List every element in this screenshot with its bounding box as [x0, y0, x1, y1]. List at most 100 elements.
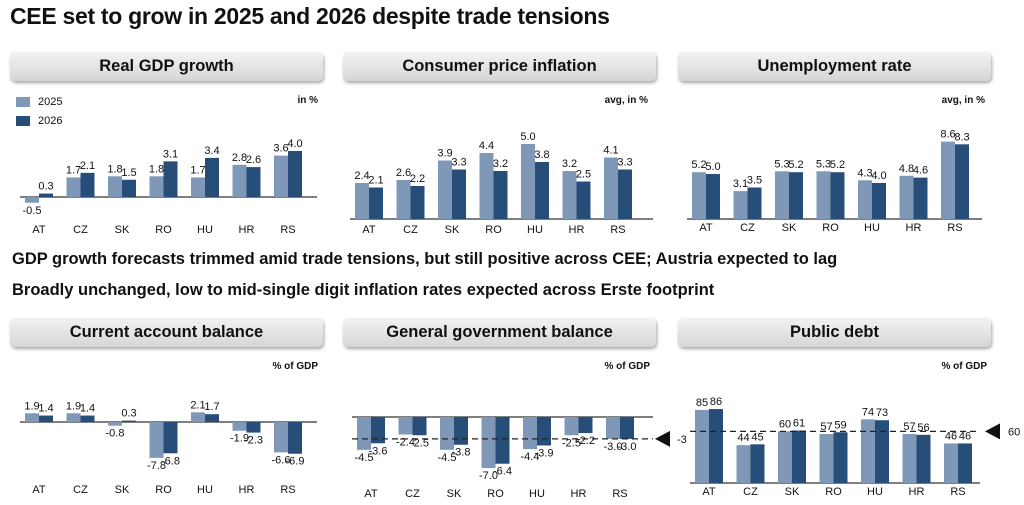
chart-5-reference-label: 60 [1008, 426, 1020, 438]
chart-2-label-at-2025: 5.2 [691, 159, 706, 171]
chart-4-tick-sk: SK [447, 488, 462, 500]
chart-0-bar-sk-2026 [122, 179, 136, 197]
chart-4-reference-arrow [655, 430, 670, 447]
chart-1-bar-cz-2025 [396, 180, 411, 219]
chart-4-label-sk-2025: -4.5 [438, 452, 457, 464]
chart-1-label-sk-2026: 3.3 [451, 157, 466, 169]
unit-label-real-gdp-growth: in % [297, 95, 318, 106]
chart-5-bar-at-2025 [695, 409, 709, 483]
chart-1-label-cz-2026: 2.2 [410, 173, 425, 185]
unit-label-public-debt: % of GDP [941, 361, 987, 372]
panel-title-unemployment-rate: Unemployment rate [678, 52, 991, 81]
chart-1-tick-cz: CZ [403, 224, 418, 236]
chart-1-label-cz-2025: 2.6 [396, 167, 411, 179]
chart-2-label-sk-2026: 5.2 [788, 159, 803, 171]
chart-5-tick-sk: SK [785, 486, 800, 498]
chart-3-label-rs-2026: -6.9 [286, 456, 305, 468]
chart-2-label-hr-2026: 4.6 [913, 165, 928, 177]
chart-0-bar-cz-2025 [66, 177, 81, 197]
chart-3-bar-hu-2025 [191, 412, 205, 422]
chart-0-bar-rs-2025 [274, 155, 288, 197]
chart-0-tick-cz: CZ [73, 224, 88, 236]
chart-4-label-cz-2026: -2.5 [410, 437, 429, 449]
chart-5-label-sk-2025: 60 [779, 418, 791, 430]
chart-5-bar-sk-2025 [778, 431, 792, 483]
chart-4-label-hr-2025: -2.5 [562, 437, 581, 449]
chart-5-label-ro-2025: 57 [820, 421, 832, 433]
chart-1-bar-cz-2026 [410, 186, 425, 219]
chart-0-bar-hu-2026 [205, 157, 219, 197]
chart-4-label-ro-2025: -7.0 [479, 470, 498, 482]
chart-1-bar-ro-2025 [479, 153, 494, 219]
chart-0-label-hr-2026: 2.6 [246, 154, 261, 166]
chart-0-bar-ro-2026 [163, 161, 178, 197]
chart-4-bar-hr-2025 [564, 417, 579, 436]
chart-0-bar-cz-2026 [80, 172, 95, 197]
chart-5-label-ro-2026: 59 [834, 419, 846, 431]
unit-label-unemployment-rate: avg, in % [941, 95, 985, 106]
chart-2-bar-ro-2025 [816, 171, 831, 219]
chart-5-label-at-2026: 86 [710, 396, 722, 408]
chart-3-bar-at-2026 [39, 415, 53, 422]
chart-5-reference-arrow [985, 423, 1000, 440]
chart-3-tick-sk: SK [115, 484, 130, 496]
chart-5-label-hr-2025: 57 [903, 421, 915, 433]
chart-2-label-ro-2025: 5.3 [816, 158, 831, 170]
chart-1-bar-ro-2026 [493, 171, 508, 219]
chart-5-bar-rs-2025 [944, 443, 958, 483]
chart-0-label-hu-2025: 1.7 [190, 164, 205, 176]
chart-3-label-ro-2026: -6.8 [161, 455, 180, 467]
chart-2-bar-hr-2025 [899, 175, 914, 219]
chart-2-bar-cz-2025 [733, 191, 748, 219]
chart-4-bar-rs-2025 [606, 417, 620, 439]
chart-0-bar-hu-2025 [191, 177, 205, 197]
chart-0-label-at-2026: 0.3 [38, 181, 53, 193]
chart-4-bar-sk-2026 [454, 417, 468, 445]
chart-1-tick-ro: RO [485, 224, 502, 236]
chart-2-label-rs-2025: 8.6 [940, 129, 955, 141]
panel-title-public-debt: Public debt [678, 318, 991, 347]
chart-3-label-sk-2025: -0.8 [106, 428, 125, 440]
chart-2-bar-sk-2025 [775, 171, 789, 219]
chart-0-label-sk-2026: 1.5 [121, 167, 136, 179]
chart-3-label-hu-2025: 2.1 [190, 399, 205, 411]
chart-5-tick-hr: HR [909, 486, 925, 498]
chart-1-bar-sk-2026 [452, 169, 466, 219]
chart-0-tick-at: AT [32, 224, 46, 236]
chart-3-bar-sk-2026 [122, 420, 136, 422]
chart-4-label-cz-2025: -2.4 [396, 437, 415, 449]
chart-5-label-rs-2025: 46 [945, 430, 957, 442]
chart-0-label-cz-2025: 1.7 [66, 164, 81, 176]
chart-0-label-rs-2026: 4.0 [287, 138, 302, 150]
chart-3-label-at-2026: 1.4 [38, 403, 53, 415]
chart-4-bar-hu-2025 [523, 417, 537, 450]
chart-2-bar-cz-2026 [747, 187, 762, 219]
chart-5-bar-ro-2026 [833, 432, 848, 483]
chart-0-tick-hu: HU [197, 224, 213, 236]
chart-3-bar-hr-2026 [246, 422, 261, 433]
chart-4-label-rs-2025: -3.0 [604, 441, 623, 453]
chart-4-tick-ro: RO [487, 488, 504, 500]
chart-1-label-hr-2026: 2.5 [576, 169, 591, 181]
chart-2-bar-at-2026 [706, 174, 720, 219]
unit-label-general-government-balance: % of GDP [604, 361, 650, 372]
chart-2-bar-hr-2026 [913, 177, 928, 219]
chart-4-bar-cz-2025 [398, 417, 413, 435]
chart-5-label-hr-2026: 56 [917, 422, 929, 434]
chart-4-tick-rs: RS [612, 488, 627, 500]
chart-4-tick-hu: HU [529, 488, 545, 500]
chart-1-bar-at-2025 [355, 183, 369, 219]
legend-label-2026: 2026 [38, 114, 63, 127]
chart-3-bar-rs-2025 [274, 422, 288, 453]
chart-5-bar-hr-2026 [916, 434, 931, 483]
chart-2-tick-at: AT [699, 222, 713, 234]
unit-label-consumer-price-inflation: avg, in % [604, 95, 648, 106]
chart-4-label-hr-2026: -2.2 [576, 435, 595, 447]
chart-0-tick-rs: RS [280, 224, 295, 236]
chart-4-bar-hu-2026 [537, 417, 551, 446]
chart-0-bar-hr-2026 [246, 167, 261, 197]
chart-2-label-sk-2025: 5.3 [774, 158, 789, 170]
panel-title-consumer-price-inflation: Consumer price inflation [343, 52, 656, 81]
chart-2-tick-ro: RO [822, 222, 839, 234]
chart-3-label-cz-2026: 1.4 [80, 403, 95, 415]
